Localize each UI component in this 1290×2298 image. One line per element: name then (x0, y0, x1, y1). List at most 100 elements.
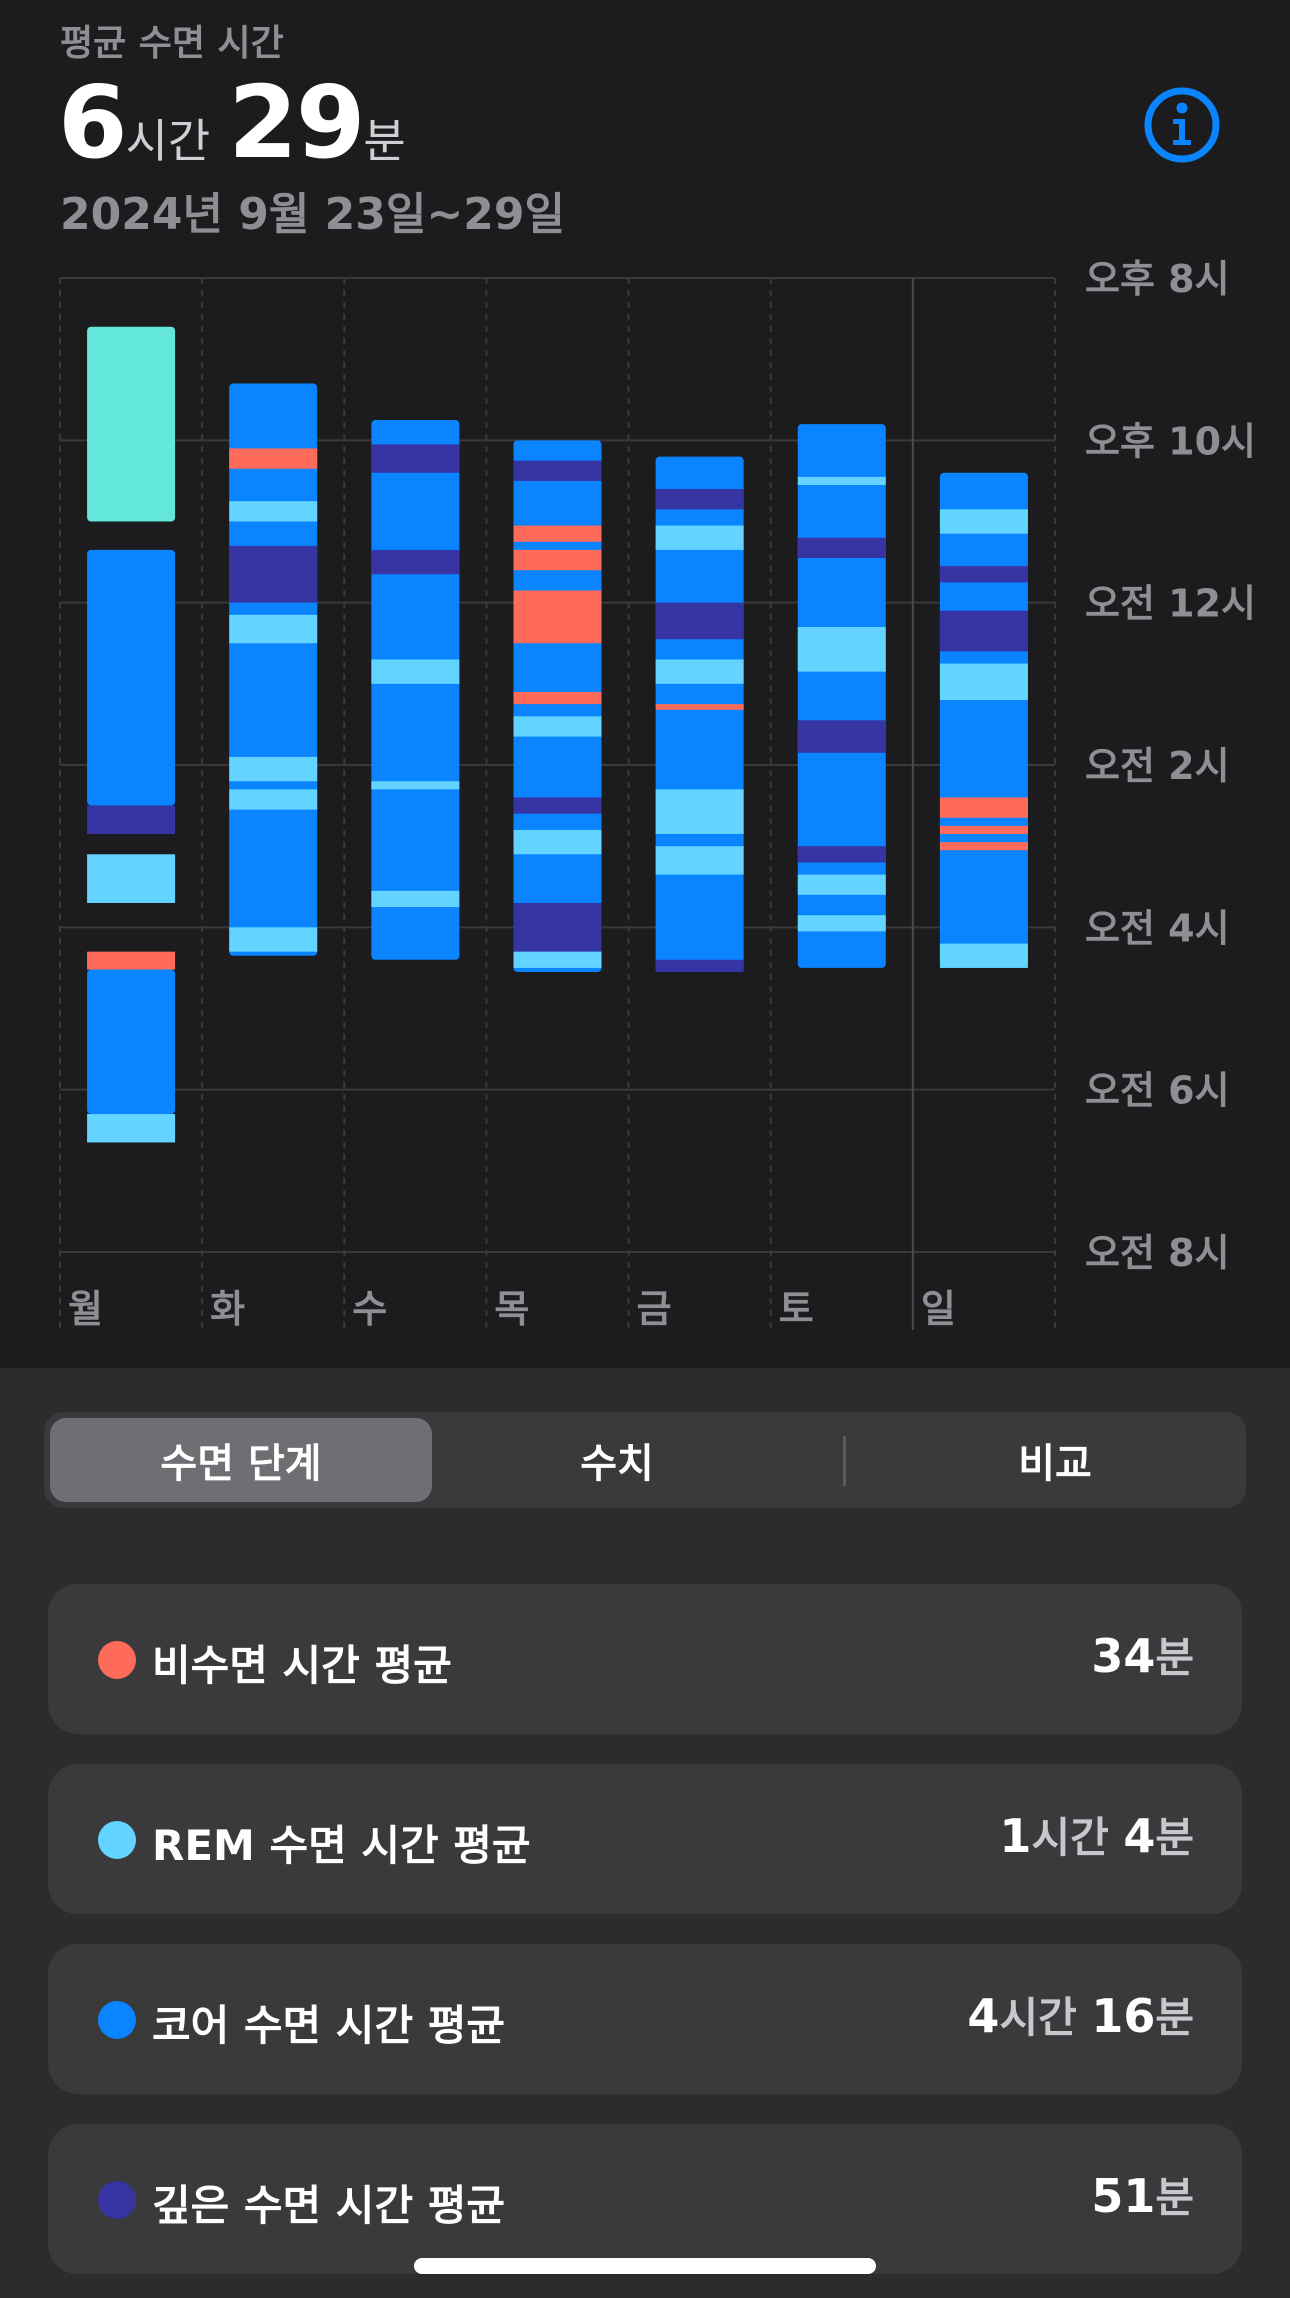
stat-label: REM 수면 시간 평균 (152, 1821, 531, 1870)
summary-minutes-unit: 분 (363, 114, 406, 168)
sleep-segment-core (371, 420, 460, 960)
stat-value: 34분 (1091, 1624, 1194, 1685)
y-tick-label: 오전 6시 (1085, 1069, 1230, 1113)
sleep-segment-rem (87, 854, 176, 903)
sleep-segment-core (655, 456, 744, 972)
sleep-segment-awake (513, 549, 602, 571)
info-icon[interactable] (1143, 86, 1221, 164)
details-panel: 수면 단계 수치 비교 비수면 시간 평균 34분 REM 수면 시간 평균 1… (0, 1368, 1290, 2298)
sleep-segment-rem (229, 789, 318, 810)
y-tick-label: 오전 2시 (1085, 744, 1230, 788)
sleep-segment-rem (371, 659, 460, 684)
sleep-segment-deep (513, 902, 602, 952)
stat-label: 깊은 수면 시간 평균 (152, 2181, 505, 2230)
sleep-segment-awake (87, 951, 176, 970)
segment-divider (843, 1436, 846, 1486)
sleep-segment-awake (513, 691, 602, 705)
x-tick-label: 금 (637, 1287, 672, 1331)
tab-sleep-stages[interactable]: 수면 단계 (50, 1418, 432, 1502)
sleep-segment-awake (655, 704, 744, 710)
sleep-segment-rem (797, 874, 886, 895)
y-tick-label: 오전 8시 (1085, 1231, 1230, 1275)
x-tick-label: 화 (210, 1287, 245, 1331)
summary-label: 평균 수면 시간 (60, 23, 284, 64)
sleep-segment-rem (513, 951, 602, 968)
stat-value-number: 4 (967, 1989, 1000, 2043)
x-tick-label: 토 (779, 1287, 814, 1331)
stat-value: 51분 (1091, 2164, 1194, 2225)
sleep-segment-awake (229, 448, 318, 469)
stat-card-awake[interactable]: 비수면 시간 평균 34분 (48, 1584, 1242, 1734)
sleep-segment-deep (655, 489, 744, 510)
stat-label: 코어 수면 시간 평균 (152, 2001, 505, 2050)
stat-card-rem[interactable]: REM 수면 시간 평균 1시간 4분 (48, 1764, 1242, 1914)
tab-values[interactable]: 수치 (580, 1441, 654, 1487)
tab-compare[interactable]: 비교 (1018, 1441, 1092, 1487)
stat-value-number: 51 (1091, 2169, 1156, 2223)
stat-card-core[interactable]: 코어 수면 시간 평균 4시간 16분 (48, 1944, 1242, 2094)
sleep-segment-rem (513, 716, 602, 737)
core-color-dot (98, 2001, 136, 2039)
sleep-segment-rem (655, 525, 744, 550)
sleep-segment-deep (513, 460, 602, 481)
stat-value-unit: 시간 (1031, 1813, 1124, 1862)
stat-value-number: 4 (1123, 1809, 1156, 1863)
sleep-segment-awake (939, 797, 1028, 818)
sleep-segment-rem (939, 509, 1028, 534)
summary-hours-unit: 시간 (125, 114, 211, 168)
x-tick-label: 월 (68, 1287, 103, 1331)
sleep-segment-core (87, 969, 176, 1115)
sleep-chart-panel: 평균 수면 시간 6시간 29분 2024년 9월 23일~29일 오후 8시 오후… (58, 23, 1256, 1331)
y-tick-label: 오후 10시 (1085, 419, 1256, 463)
summary-date-range: 2024년 9월 23일~29일 (60, 189, 565, 240)
stat-value-number: 16 (1091, 1989, 1156, 2043)
summary-average-duration: 6시간 29분 (58, 64, 424, 181)
sleep-segment-rem (655, 659, 744, 684)
sleep-segment-rem (797, 915, 886, 932)
x-tick-label: 수 (352, 1287, 387, 1331)
sleep-segment-rem (797, 476, 886, 485)
sleep-segment-rem (797, 627, 886, 672)
sleep-segment-rem (939, 663, 1028, 701)
view-segmented-control: 수면 단계 수치 비교 (44, 1412, 1246, 1508)
sleep-segment-deep (939, 566, 1028, 583)
stat-value-number: 1 (999, 1809, 1032, 1863)
sleep-segment-deep (655, 959, 744, 972)
y-tick-label: 오전 12시 (1085, 582, 1256, 626)
sleep-segment-deep (797, 720, 886, 753)
sleep-segment-deep (797, 846, 886, 863)
stat-value-unit: 분 (1155, 1633, 1194, 1682)
stat-value-unit: 분 (1155, 2173, 1194, 2222)
sleep-segment-awake (939, 842, 1028, 851)
sleep-segment-deep (229, 545, 318, 603)
sleep-segment-rem (229, 927, 318, 952)
sleep-segment-deep (939, 610, 1028, 652)
sleep-segment-core (87, 549, 176, 806)
x-tick-label: 목 (494, 1287, 529, 1331)
sleep-segment-core (797, 424, 886, 968)
summary-hours: 6 (58, 64, 128, 181)
stat-value: 1시간 4분 (999, 1804, 1194, 1865)
sleep-segment-rem (655, 789, 744, 834)
sleep-segment-rem (513, 829, 602, 855)
sleep-segment-deep (797, 537, 886, 559)
stat-value-unit: 분 (1155, 1813, 1194, 1862)
sleep-segment-deep (371, 444, 460, 473)
x-tick-label: 일 (921, 1287, 956, 1331)
sleep-segment-deep (371, 549, 460, 575)
rem-color-dot (98, 1821, 136, 1859)
sleep-segment-deep (87, 805, 176, 834)
sleep-segment-core (229, 383, 318, 956)
deep-color-dot (98, 2181, 136, 2219)
y-tick-label: 오전 4시 (1085, 906, 1230, 950)
sleep-segment-rem (939, 943, 1028, 968)
y-tick-label: 오후 8시 (1085, 257, 1230, 301)
sleep-segment-awake (939, 825, 1028, 834)
sleep-segment-rem (229, 614, 318, 644)
sleep-segment-rem (229, 756, 318, 782)
sleep-segment-deep (513, 797, 602, 814)
home-indicator[interactable] (414, 2258, 876, 2274)
stat-label: 비수면 시간 평균 (152, 1641, 452, 1690)
stat-card-deep[interactable]: 깊은 수면 시간 평균 51분 (48, 2124, 1242, 2274)
